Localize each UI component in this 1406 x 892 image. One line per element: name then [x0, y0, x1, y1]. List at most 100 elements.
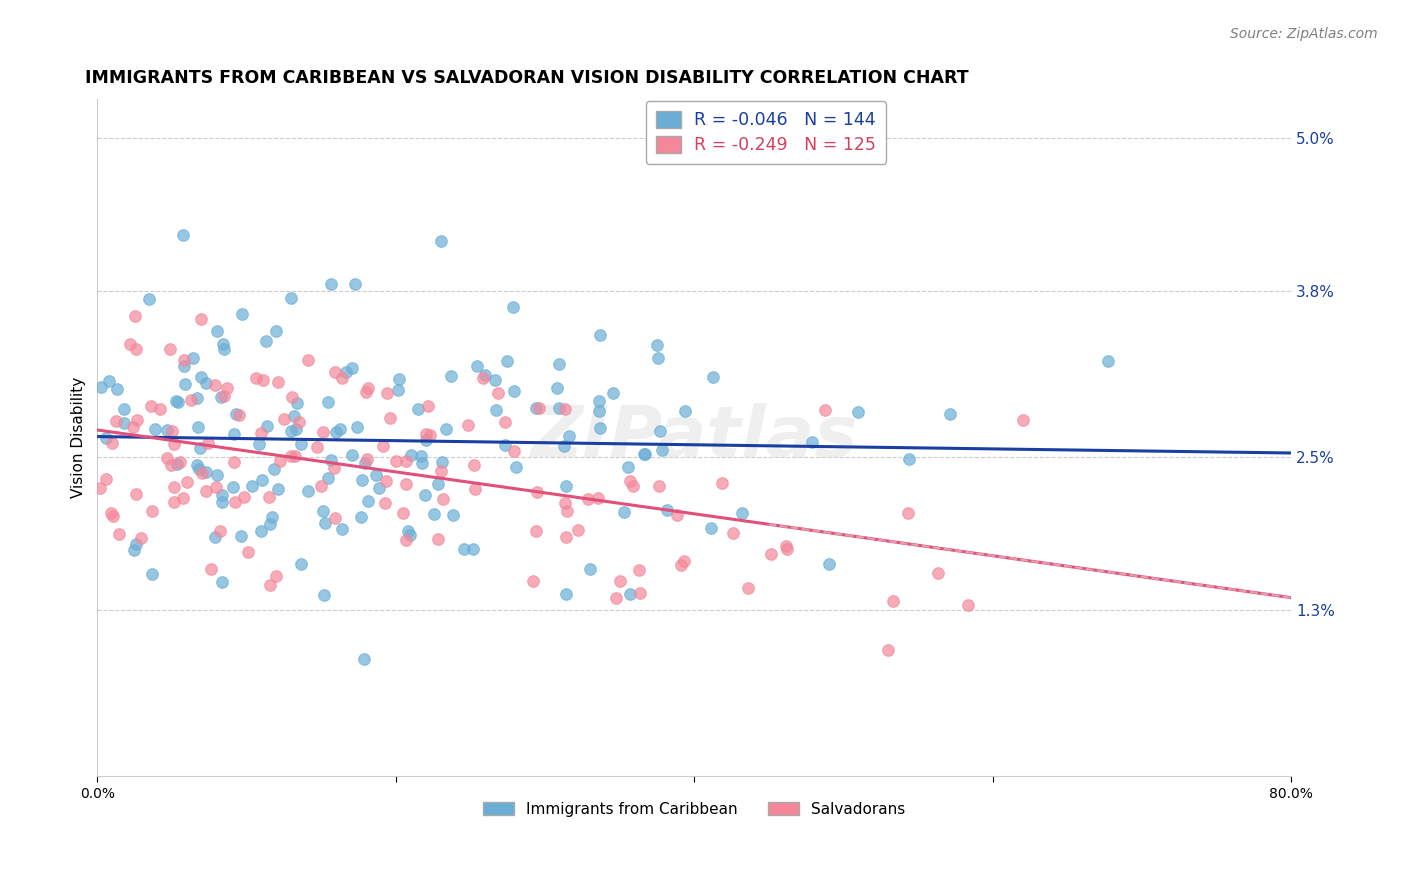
Point	[309, 479, 332, 493]
Point	[186, 420, 208, 434]
Point	[125, 342, 148, 356]
Point	[588, 491, 610, 505]
Point	[204, 377, 226, 392]
Point	[554, 496, 576, 510]
Point	[290, 437, 312, 451]
Point	[472, 371, 495, 385]
Point	[264, 568, 287, 582]
Point	[494, 415, 516, 429]
Point	[280, 291, 302, 305]
Point	[183, 351, 205, 365]
Point	[776, 542, 799, 557]
Point	[225, 407, 247, 421]
Point	[259, 578, 281, 592]
Point	[502, 300, 524, 314]
Point	[172, 491, 194, 505]
Point	[548, 357, 571, 371]
Point	[628, 586, 651, 600]
Point	[882, 593, 904, 607]
Point	[427, 532, 450, 546]
Point	[800, 434, 823, 449]
Point	[342, 448, 364, 462]
Point	[214, 389, 236, 403]
Point	[364, 468, 387, 483]
Point	[290, 557, 312, 571]
Point	[186, 458, 208, 473]
Point	[896, 507, 918, 521]
Point	[395, 533, 418, 547]
Point	[238, 545, 260, 559]
Point	[212, 342, 235, 356]
Point	[463, 458, 485, 472]
Point	[323, 461, 346, 475]
Point	[576, 491, 599, 506]
Point	[285, 422, 308, 436]
Point	[453, 542, 475, 557]
Point	[655, 503, 678, 517]
Point	[165, 393, 187, 408]
Point	[343, 277, 366, 292]
Point	[259, 517, 281, 532]
Point	[209, 524, 232, 539]
Point	[125, 536, 148, 550]
Point	[494, 437, 516, 451]
Point	[342, 361, 364, 376]
Point	[464, 482, 486, 496]
Point	[647, 351, 669, 366]
Point	[325, 425, 347, 439]
Point	[648, 424, 671, 438]
Point	[395, 477, 418, 491]
Point	[172, 227, 194, 242]
Point	[316, 394, 339, 409]
Point	[434, 422, 457, 436]
Point	[297, 484, 319, 499]
Point	[166, 457, 188, 471]
Point	[385, 453, 408, 467]
Point	[188, 462, 211, 476]
Point	[605, 591, 627, 606]
Point	[125, 413, 148, 427]
Point	[939, 407, 962, 421]
Point	[195, 484, 218, 499]
Point	[486, 386, 509, 401]
Point	[957, 598, 980, 612]
Point	[197, 435, 219, 450]
Point	[250, 524, 273, 539]
Point	[651, 443, 673, 458]
Point	[297, 352, 319, 367]
Point	[264, 325, 287, 339]
Point	[204, 530, 226, 544]
Point	[427, 477, 450, 491]
Point	[267, 375, 290, 389]
Point	[406, 401, 429, 416]
Point	[737, 581, 759, 595]
Point	[634, 447, 657, 461]
Point	[524, 524, 547, 538]
Point	[675, 404, 697, 418]
Point	[323, 365, 346, 379]
Point	[156, 423, 179, 437]
Point	[112, 401, 135, 416]
Point	[357, 494, 380, 508]
Point	[101, 436, 124, 450]
Point	[619, 475, 641, 489]
Point	[554, 402, 576, 417]
Point	[648, 478, 671, 492]
Legend: Immigrants from Caribbean, Salvadorans: Immigrants from Caribbean, Salvadorans	[477, 796, 911, 822]
Point	[211, 575, 233, 590]
Point	[143, 422, 166, 436]
Point	[163, 436, 186, 450]
Point	[818, 558, 841, 572]
Point	[252, 373, 274, 387]
Point	[107, 527, 129, 541]
Point	[411, 456, 433, 470]
Point	[846, 405, 869, 419]
Point	[195, 376, 218, 390]
Point	[672, 554, 695, 568]
Point	[222, 455, 245, 469]
Point	[430, 455, 453, 469]
Point	[554, 530, 576, 544]
Point	[263, 462, 285, 476]
Point	[484, 373, 506, 387]
Point	[702, 370, 724, 384]
